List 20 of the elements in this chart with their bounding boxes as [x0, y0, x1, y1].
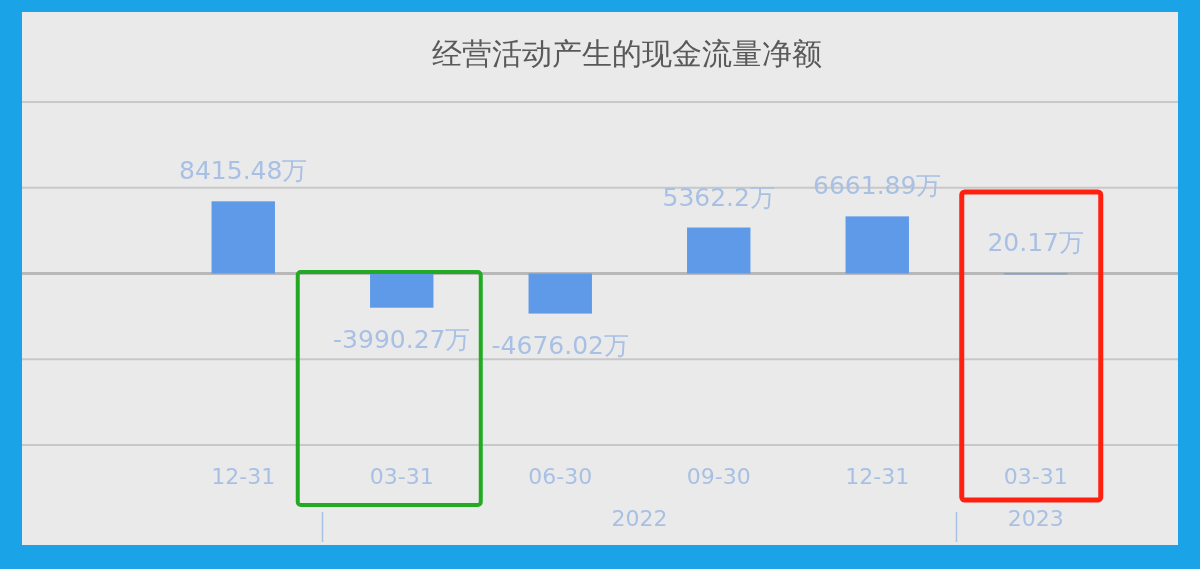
data-label: 20.17万: [987, 228, 1085, 258]
bar: [528, 273, 592, 314]
chart-title: 经营活动产生的现金流量净额: [432, 36, 822, 71]
bar: [687, 227, 751, 274]
x-tick-label: 12-31: [845, 464, 910, 489]
text: 2022: [611, 506, 668, 531]
x-tick-label: 09-30: [686, 464, 751, 489]
data-label: 8415.48万: [179, 156, 308, 186]
x-tick-label: 06-30: [528, 464, 593, 489]
data-label: 5362.2万: [662, 182, 775, 212]
x-tick-label: 03-31: [1003, 464, 1068, 489]
data-label: 6661.89万: [813, 171, 942, 201]
bar: [211, 201, 275, 274]
x-tick-label: 12-31: [211, 464, 276, 489]
data-label: -3990.27万: [333, 324, 471, 354]
bar: [370, 273, 434, 308]
bar: [845, 216, 909, 274]
x-tick-label: 03-31: [369, 464, 434, 489]
text: 2023: [1007, 506, 1064, 531]
data-label: -4676.02万: [491, 330, 629, 360]
